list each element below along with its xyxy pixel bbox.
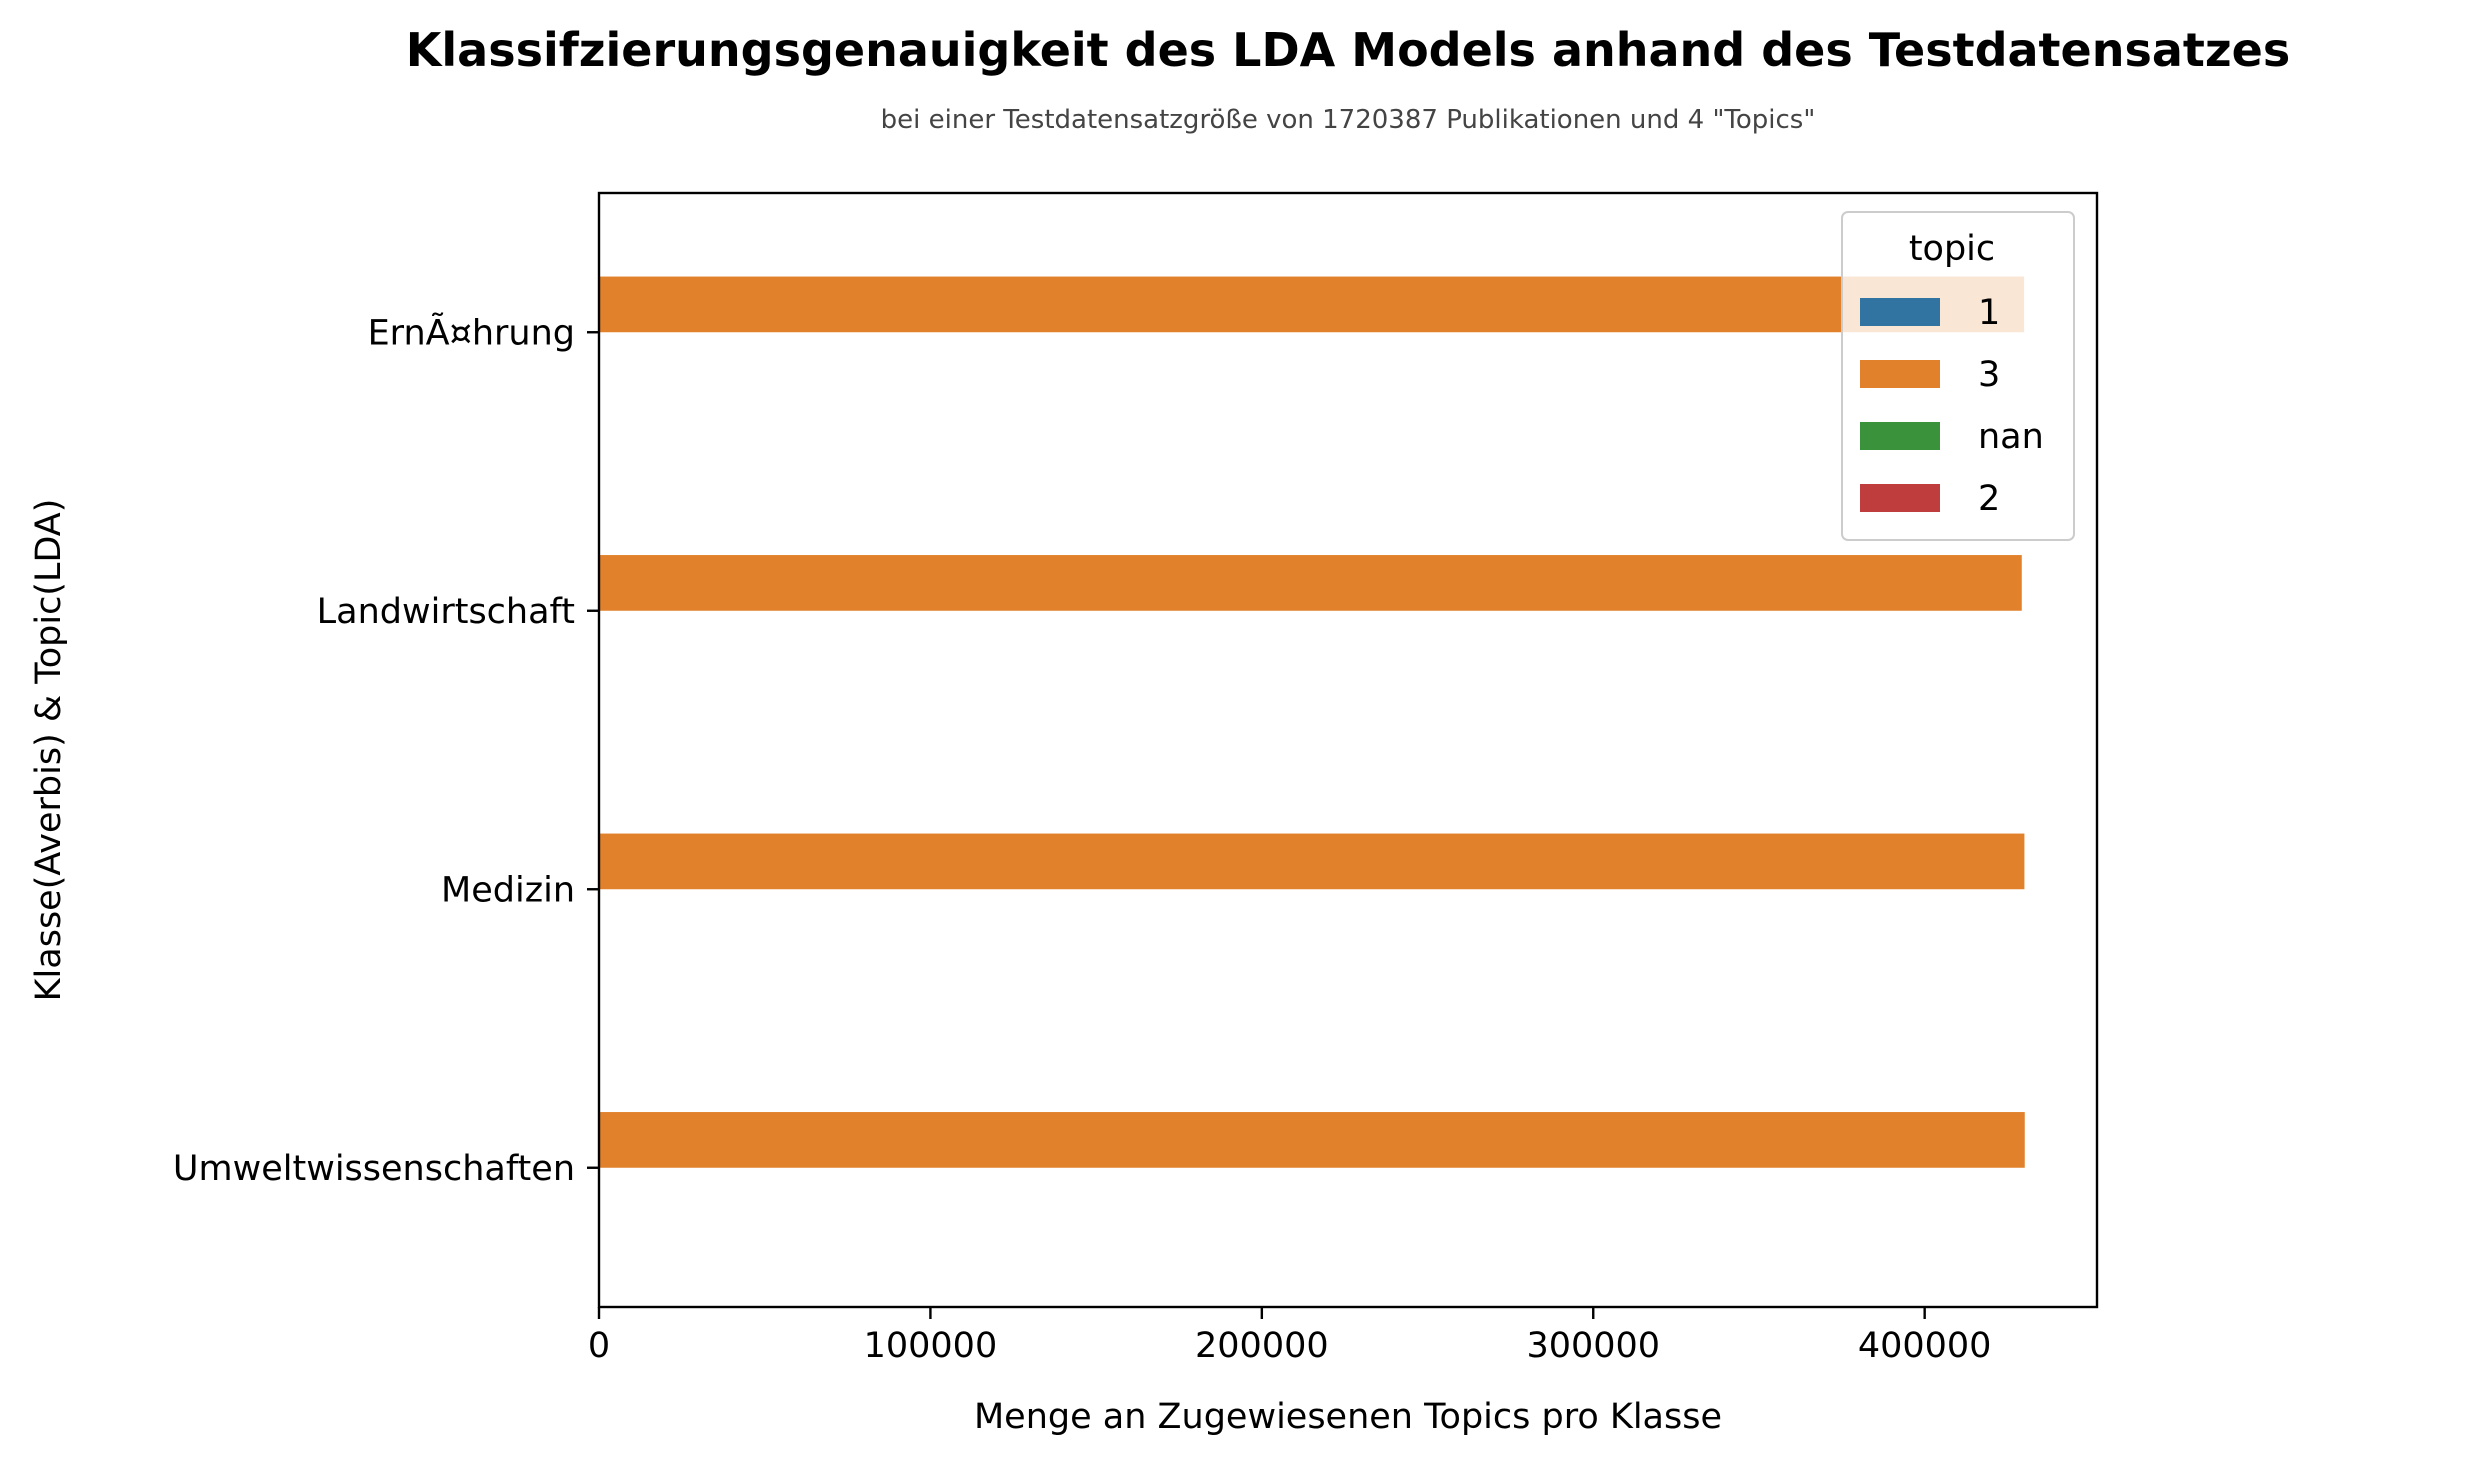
y-axis: ErnÃ¤hrung Landwirtschaft Medizin Umweltwis… [173,311,599,1189]
legend-label: 3 [1978,355,2000,395]
legend: topic 1 3 nan 2 [1841,211,2075,541]
x-tick-label: 400000 [1858,1326,1992,1366]
legend-title: topic [1909,229,1995,269]
bar-landwirtschaft-topic-3 [599,555,2022,611]
x-tick-label: 200000 [1195,1326,1329,1366]
x-axis: 0 100000 200000 300000 400000 [588,1307,1992,1366]
y-tick-label: Landwirtschaft [317,592,575,632]
x-tick-label: 0 [588,1326,610,1366]
bar-umweltwissenschaften-topic-3 [599,1112,2025,1168]
chart-subtitle: bei einer Testdatensatzgröße von 1720387… [881,105,1816,135]
plot-area [599,276,2025,1168]
y-tick-label: Umweltwissenschaften [173,1149,575,1189]
y-tick-label: Medizin [441,870,575,910]
chart-title: Klassifzierungsgenauigkeit des LDA Model… [406,23,2291,77]
legend-swatch [1860,422,1940,450]
bar-medizin-topic-3 [599,833,2025,890]
legend-box [1841,211,2075,541]
y-axis-label: Klasse(Averbis) & Topic(LDA) [29,499,69,1002]
legend-label: 2 [1978,479,2000,519]
bar-ern-hrung-topic-3 [599,276,2025,333]
legend-swatch [1860,360,1940,388]
x-axis-label: Menge an Zugewiesenen Topics pro Klasse [974,1397,1722,1437]
plot-frame [597,191,2099,1309]
legend-swatch [1860,298,1940,326]
legend-label: 1 [1978,293,2000,333]
x-tick-label: 300000 [1526,1326,1660,1366]
x-tick-label: 100000 [864,1326,998,1366]
legend-swatch [1860,484,1940,512]
y-tick-label: ErnÃ¤hrung [368,311,575,353]
legend-label: nan [1978,417,2044,457]
